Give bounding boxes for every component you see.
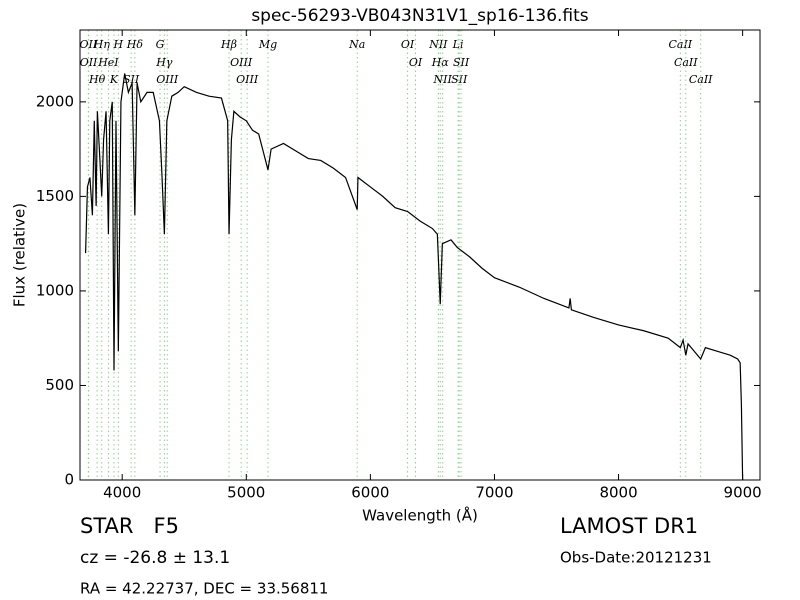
spectral-line-label: Mg xyxy=(258,38,277,51)
x-axis-label: Wavelength (Å) xyxy=(362,506,478,525)
y-tick-label: 500 xyxy=(45,376,74,394)
object-class: STAR F5 xyxy=(80,514,179,538)
y-tick-label: 1500 xyxy=(36,187,74,205)
x-tick-label: 9000 xyxy=(724,484,762,502)
spectral-line-label: SII xyxy=(453,56,470,69)
x-tick-label: 8000 xyxy=(599,484,637,502)
spectral-line-label: Li xyxy=(452,38,464,51)
redshift: cz = -26.8 ± 13.1 xyxy=(80,548,230,568)
spectral-line-label: SII xyxy=(451,73,468,86)
spectral-line-label: CaII xyxy=(674,56,698,69)
spectral-line-label: OIII xyxy=(230,56,253,69)
spectral-line-label: Hα xyxy=(431,56,450,69)
spectral-line-label: OI xyxy=(401,38,415,51)
chart-title: spec-56293-VB043N31V1_sp16-136.fits xyxy=(251,6,588,26)
spectral-line-label: SII xyxy=(123,73,140,86)
spectral-line-label: OIII xyxy=(236,73,259,86)
spectral-line-label: OI xyxy=(409,56,423,69)
spectral-line-label: OIII xyxy=(156,73,179,86)
coordinates: RA = 42.22737, DEC = 33.56811 xyxy=(80,580,328,598)
spectral-line-label: K xyxy=(109,73,119,86)
spectral-line-label: OII xyxy=(80,56,98,69)
spectral-line-label: Hγ xyxy=(155,56,173,69)
spectral-line-label: HeI xyxy=(97,56,119,69)
spectral-line-label: NII xyxy=(433,73,453,86)
spectral-line-label: CaII xyxy=(689,73,713,86)
x-tick-label: 7000 xyxy=(475,484,513,502)
spectral-line-label: G xyxy=(156,38,165,51)
y-tick-label: 2000 xyxy=(36,92,74,110)
spectral-line-label: Hβ xyxy=(220,38,237,51)
spectral-line-label: Hθ xyxy=(88,73,106,86)
spectral-line-label: CaII xyxy=(668,38,692,51)
y-tick-label: 1000 xyxy=(36,281,74,299)
spectral-line-label: Na xyxy=(348,38,365,51)
y-tick-label: 0 xyxy=(64,471,74,489)
survey: LAMOST DR1 xyxy=(560,514,698,538)
x-tick-label: 5000 xyxy=(227,484,265,502)
plot-frame xyxy=(79,29,761,481)
x-tick-label: 6000 xyxy=(351,484,389,502)
spectral-line-label: NII xyxy=(428,38,448,51)
spectral-line-label: Hδ xyxy=(126,38,144,51)
y-axis-label: Flux (relative) xyxy=(11,203,29,307)
spectrum-line xyxy=(84,73,744,481)
spectral-line-label: Hη xyxy=(93,38,111,51)
spectral-line-label: H xyxy=(113,38,124,51)
obs-date: Obs-Date:20121231 xyxy=(560,549,712,567)
x-tick-label: 4000 xyxy=(103,484,141,502)
